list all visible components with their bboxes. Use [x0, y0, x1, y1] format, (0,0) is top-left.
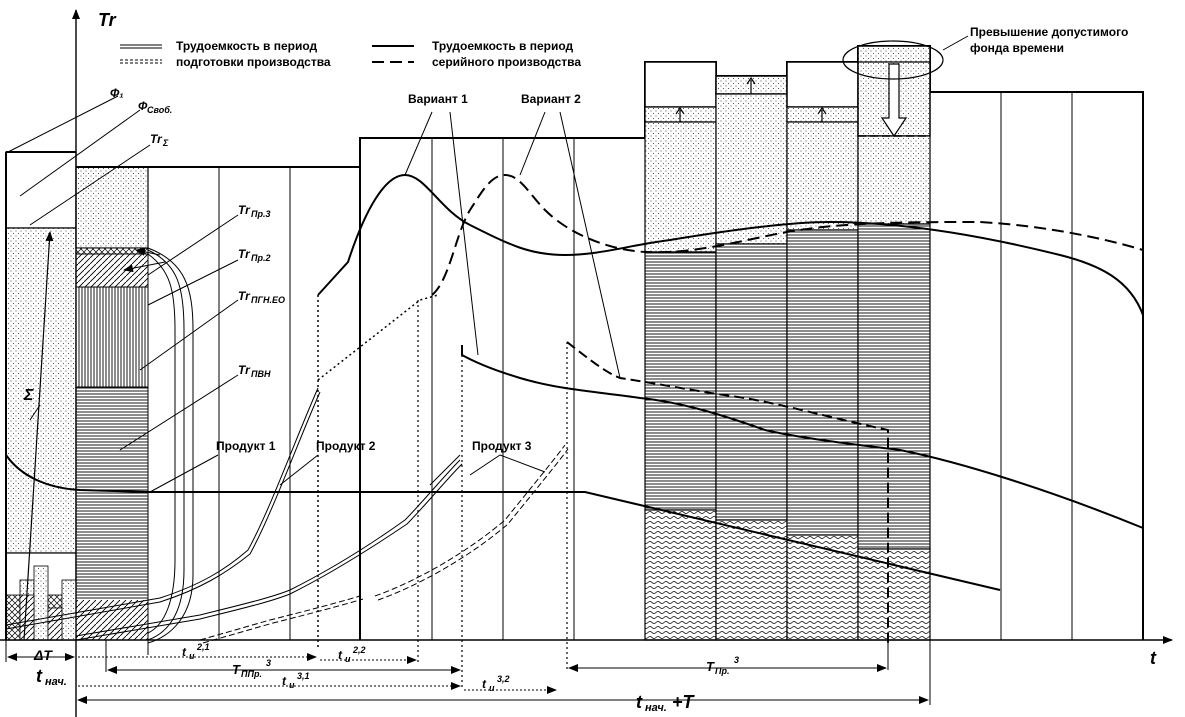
tr-sum-label: Tr Σ [150, 132, 169, 148]
svg-text:T: T [232, 662, 241, 677]
tr-pgn-label: Tr ПГН.ЕО [238, 289, 285, 305]
svg-text:Tr: Tr [238, 289, 251, 303]
svg-text:Пр.: Пр. [715, 666, 729, 676]
svg-text:t: t [36, 666, 43, 686]
tu31-label: t и 3,1 [282, 671, 310, 690]
svg-text:и: и [189, 651, 195, 661]
legend: Трудоемкость в период подготовки произво… [120, 39, 581, 69]
svg-text:3: 3 [734, 655, 739, 665]
tpr-label: T Пр. 3 [706, 655, 739, 676]
svg-text:t: t [282, 674, 287, 688]
tu22-label: t и 2,2 [338, 645, 366, 664]
legend-prep-line2: подготовки производства [176, 55, 331, 69]
t-end-label: t нач. +T [636, 692, 696, 714]
svg-text:Своб.: Своб. [147, 105, 172, 115]
callout-line2: фонда времени [970, 41, 1064, 55]
prep-stack-column [75, 166, 149, 641]
variant1-label: Вариант 1 [408, 92, 468, 106]
reference-stack-block [5, 151, 77, 641]
product3-serial-curve [566, 341, 889, 645]
svg-text:3: 3 [266, 658, 271, 668]
tppr-label: T ППр. 3 [232, 658, 271, 679]
product3-label: Продукт 3 [472, 439, 532, 453]
svg-text:3,2: 3,2 [497, 674, 510, 684]
svg-text:нач.: нач. [45, 676, 67, 688]
product3-prep-line-a [199, 444, 566, 641]
svg-text:2,2: 2,2 [352, 645, 366, 655]
variant2-curve [431, 173, 1144, 296]
tr-pr2-label: Tr Пр.2 [238, 247, 270, 263]
leader-lines [7, 95, 621, 493]
phi-free-label: Ф Своб. [138, 99, 172, 115]
sigma-arrow-tick [29, 404, 41, 421]
time-interval-arrows [7, 653, 929, 704]
product3-prep-line-b [202, 448, 569, 644]
product1-label: Продукт 1 [216, 439, 276, 453]
svg-text:ППр.: ППр. [241, 669, 262, 679]
svg-text:Σ: Σ [162, 138, 169, 148]
svg-text:Tr: Tr [238, 203, 251, 217]
product1-prep-line-a [5, 387, 319, 626]
product2-label: Продукт 2 [316, 439, 376, 453]
legend-serial-line1: Трудоемкость в период [432, 39, 574, 53]
serial-production-blocks [644, 45, 931, 641]
product2-serial-curve [461, 345, 1144, 529]
curves [5, 173, 1144, 690]
svg-text:Пр.2: Пр.2 [251, 253, 270, 263]
overload-callout-ellipse [842, 40, 944, 80]
variant1-curve [317, 173, 1144, 316]
t-start-label: t нач. [36, 666, 67, 688]
product2-prep-line-b [75, 463, 463, 641]
variant2-label: Вариант 2 [521, 92, 581, 106]
svg-text:t: t [636, 692, 643, 712]
svg-text:и: и [289, 680, 295, 690]
svg-text:Tr: Tr [238, 247, 251, 261]
sigma-arrow [23, 231, 54, 641]
period-grid-lines [147, 92, 1073, 640]
svg-text:Пр.3: Пр.3 [251, 209, 270, 219]
tu32-label: t и 3,2 [482, 674, 510, 693]
tr-pvn-label: Tr ПВН [238, 363, 271, 379]
svg-text:t: t [182, 645, 187, 659]
svg-text:ПГН.ЕО: ПГН.ЕО [251, 295, 285, 305]
product1-prep-line-b [5, 391, 321, 630]
x-axis-label: t [1150, 648, 1157, 668]
svg-text:Tr: Tr [150, 132, 163, 146]
legend-serial-line2: серийного производства [432, 55, 581, 69]
svg-text:ПВН: ПВН [251, 369, 271, 379]
callout-line1: Превышение допустимого [970, 25, 1128, 39]
svg-text:T: T [706, 659, 715, 674]
product2-prep-line-a [75, 459, 461, 637]
y-axis-label: Tr [98, 10, 117, 30]
svg-text:3,1: 3,1 [297, 671, 310, 681]
sigma-label: Σ [23, 387, 34, 404]
callout-leader [942, 35, 969, 51]
product1-serial-curve [5, 454, 1001, 591]
delta-t-label: ΔT [33, 647, 53, 663]
svg-text:+T: +T [672, 692, 696, 712]
svg-text:Tr: Tr [238, 363, 251, 377]
tr-pr3-label: Tr Пр.3 [238, 203, 270, 219]
phi1-label: Ф₁ [110, 86, 124, 100]
svg-text:t: t [482, 677, 487, 691]
tu21-label: t и 2,1 [182, 642, 210, 661]
svg-text:Ф: Ф [138, 99, 148, 113]
svg-text:t: t [338, 648, 343, 662]
svg-text:и: и [489, 683, 495, 693]
svg-text:2,1: 2,1 [196, 642, 210, 652]
svg-text:и: и [345, 654, 351, 664]
svg-text:нач.: нач. [645, 702, 667, 714]
axes [0, 9, 1173, 717]
legend-prep-line1: Трудоемкость в период [176, 39, 318, 53]
